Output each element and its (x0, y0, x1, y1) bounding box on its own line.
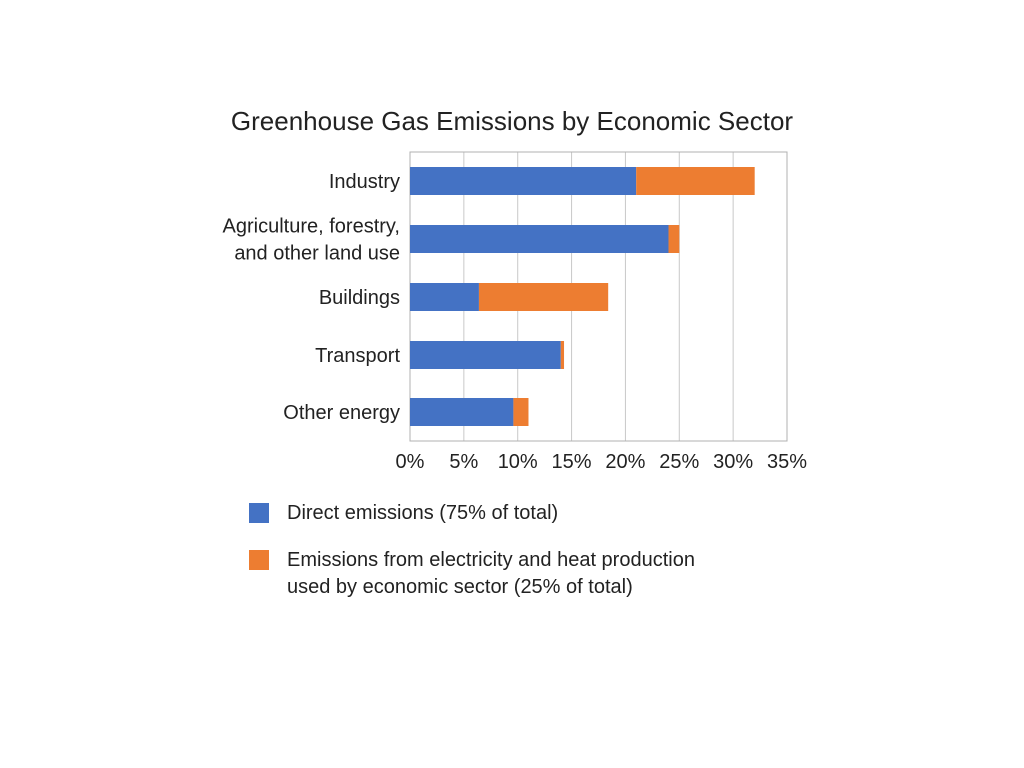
category-label: Transport (315, 345, 400, 367)
chart-legend: Direct emissions (75% of total) Emission… (247, 500, 847, 621)
legend-swatch-direct (249, 503, 269, 523)
x-tick-label: 35% (767, 451, 807, 473)
legend-item-direct: Direct emissions (75% of total) (247, 500, 847, 527)
bar-direct (410, 225, 669, 253)
category-label: Other energy (283, 402, 400, 424)
bar-direct (410, 167, 637, 195)
x-tick-label: 25% (659, 451, 699, 473)
legend-label-direct: Direct emissions (75% of total) (287, 502, 559, 524)
category-label: Agriculture, forestry, and other land use (223, 216, 400, 265)
bar-electricity (560, 341, 565, 369)
legend-label-electricity: Emissions from electricity and heat prod… (287, 549, 695, 598)
bar-direct (410, 341, 561, 369)
x-tick-label: 0% (396, 451, 425, 473)
category-label: Industry (329, 171, 400, 193)
bar-electricity (478, 283, 609, 311)
chart-title: Greenhouse Gas Emissions by Economic Sec… (230, 106, 794, 136)
x-tick-label: 20% (605, 451, 645, 473)
x-tick-label: 15% (552, 451, 592, 473)
category-label: Buildings (319, 287, 400, 309)
bar-direct (410, 398, 514, 426)
legend-swatch-electricity (249, 550, 269, 570)
bar-electricity (513, 398, 529, 426)
x-tick-label: 5% (449, 451, 478, 473)
legend-item-electricity: Emissions from electricity and heat prod… (247, 547, 847, 601)
bar-electricity (668, 225, 680, 253)
bar-direct (410, 283, 479, 311)
bar-electricity (636, 167, 755, 195)
x-tick-label: 30% (713, 451, 753, 473)
x-tick-label: 10% (498, 451, 538, 473)
